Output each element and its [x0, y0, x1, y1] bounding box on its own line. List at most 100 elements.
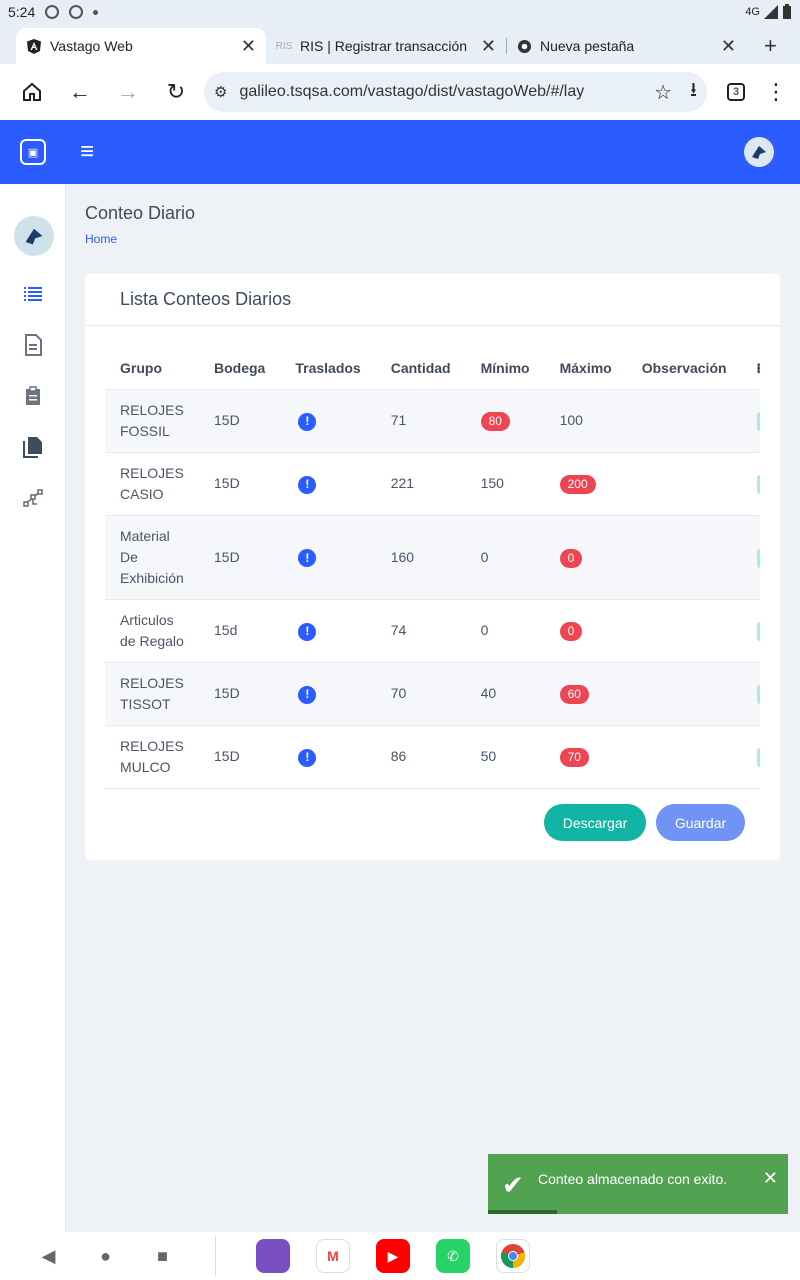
site-settings-icon[interactable]: ⚙ — [214, 84, 228, 101]
cell-grupo: Articulos de Regalo — [105, 599, 199, 663]
cell-estado: V — [741, 389, 760, 453]
header-grupo[interactable]: Grupo — [105, 347, 199, 390]
calendar-app-icon[interactable] — [256, 1239, 290, 1273]
breadcrumb-home[interactable]: Home — [85, 232, 118, 246]
app-logo[interactable]: ▣ — [0, 139, 66, 165]
sidebar-item-clipboard[interactable] — [0, 381, 66, 411]
ris-favicon-icon: RIS — [275, 40, 293, 52]
grupo-text: RELOJES FOSSIL — [120, 401, 184, 439]
minimo-value: 80 — [480, 412, 510, 431]
header-minimo[interactable]: Mínimo — [465, 347, 545, 390]
header-bodega[interactable]: Bodega — [199, 347, 281, 390]
header-observacion[interactable]: Observación — [626, 347, 742, 390]
download-button[interactable]: Descargar — [544, 804, 646, 841]
checkmark-icon: ✔ — [502, 1170, 524, 1200]
more-menu-icon[interactable]: ⋮ — [765, 79, 787, 104]
close-icon[interactable]: ✕ — [762, 1168, 778, 1188]
battery-icon — [783, 4, 791, 19]
close-icon[interactable]: ✕ — [480, 35, 496, 56]
android-nav-bar: ◀ ● ■ M ▶ ✆ — [0, 1232, 800, 1280]
success-toast: ✔ Conteo almacenado con exito. ✕ — [488, 1154, 788, 1214]
table-row[interactable]: RELOJES CASIO 15D! 221 150 200 V — [105, 452, 760, 516]
sidebar-avatar[interactable] — [14, 216, 54, 256]
recents-square-icon[interactable]: ■ — [157, 1245, 168, 1266]
table-container[interactable]: Grupo Bodega Traslados Cantidad Mínimo M… — [105, 347, 760, 789]
gmail-icon[interactable]: M — [316, 1239, 350, 1273]
minimo-value: 50 — [480, 748, 497, 764]
estado-badge: V — [756, 412, 760, 431]
save-button[interactable]: Guardar — [656, 804, 745, 841]
tab-ris[interactable]: RIS RIS | Registrar transacción ✕ — [266, 28, 506, 64]
alert-info-icon[interactable]: ! — [298, 549, 317, 567]
grupo-text: RELOJES MULCO — [120, 737, 184, 775]
close-icon[interactable]: ✕ — [720, 35, 736, 56]
sidebar-item-document[interactable] — [0, 330, 66, 360]
omnibox[interactable]: ⚙ galileo.tsqsa.com/vastago/dist/vastago… — [204, 72, 707, 112]
sidebar — [0, 184, 66, 1232]
cell-minimo: 50 — [465, 725, 545, 789]
url-text[interactable]: galileo.tsqsa.com/vastago/dist/vastagoWe… — [239, 83, 585, 100]
youtube-icon[interactable]: ▶ — [376, 1239, 410, 1273]
cell-cantidad: 71 — [375, 389, 466, 453]
table-row[interactable]: RELOJES MULCO 15D! 86 50 70 V — [105, 725, 760, 789]
grupo-text: Articulos de Regalo — [120, 611, 184, 649]
estado-badge: V — [756, 475, 760, 494]
chrome-icon — [516, 38, 532, 54]
cell-cantidad: 221 — [375, 452, 466, 516]
alert-info-icon[interactable]: ! — [298, 412, 317, 431]
tab-label: RIS | Registrar transacción — [300, 38, 468, 54]
cell-minimo: 80 — [465, 389, 545, 453]
reload-icon[interactable]: ↻ — [166, 79, 186, 104]
cell-maximo: 200 — [544, 452, 627, 516]
cell-traslados: ! — [280, 389, 376, 453]
cell-traslados: ! — [280, 662, 376, 726]
alert-info-icon[interactable]: ! — [298, 475, 317, 494]
table-row[interactable]: Articulos de Regalo 15d! 74 0 0 V — [105, 599, 760, 663]
alert-info-icon[interactable]: ! — [298, 685, 317, 704]
back-arrow-icon[interactable]: ← — [69, 79, 91, 104]
more-notifications-icon — [93, 9, 99, 15]
sidebar-item-chart[interactable] — [0, 483, 66, 513]
close-icon[interactable]: ✕ — [240, 35, 256, 56]
header-maximo[interactable]: Máximo — [544, 347, 627, 390]
cell-cantidad: 160 — [375, 515, 466, 600]
table-row[interactable]: Material De Exhibición 15D! 160 0 0 V — [105, 515, 760, 600]
conteos-card: Lista Conteos Diarios Grupo Bodega Trasl… — [85, 274, 780, 860]
table-row[interactable]: RELOJES FOSSIL 15D! 71 80 100 V — [105, 389, 760, 453]
cell-maximo: 60 — [544, 662, 627, 726]
cell-estado: V — [741, 725, 760, 789]
cell-observacion — [626, 599, 742, 663]
table-header-row: Grupo Bodega Traslados Cantidad Mínimo M… — [105, 347, 760, 390]
sidebar-item-files[interactable] — [0, 432, 66, 462]
new-tab-plus-icon[interactable]: + — [764, 33, 777, 58]
home-circle-icon[interactable]: ● — [100, 1245, 111, 1266]
download-icon[interactable]: ⭳ — [690, 79, 697, 101]
bookmark-star-icon[interactable]: ☆ — [654, 81, 672, 104]
tab-nueva-pestana[interactable]: Nueva pestaña ✕ — [506, 28, 746, 64]
header-estado[interactable]: Es — [741, 347, 760, 390]
chrome-app-icon[interactable] — [496, 1239, 530, 1273]
cell-cantidad: 86 — [375, 725, 466, 789]
table-row[interactable]: RELOJES TISSOT 15D! 70 40 60 V — [105, 662, 760, 726]
tab-count-button[interactable]: 3 — [727, 83, 745, 101]
cell-minimo: 40 — [465, 662, 545, 726]
chrome-notification-icon — [45, 5, 60, 19]
home-icon[interactable] — [8, 68, 56, 116]
header-cantidad[interactable]: Cantidad — [375, 347, 466, 390]
user-avatar[interactable] — [744, 137, 774, 167]
clipboard-icon — [26, 386, 40, 405]
cell-maximo: 0 — [544, 515, 627, 600]
header-traslados[interactable]: Traslados — [280, 347, 376, 390]
alert-info-icon[interactable]: ! — [298, 622, 317, 641]
back-triangle-icon[interactable]: ◀ — [41, 1245, 56, 1266]
tab-vastago-web[interactable]: Vastago Web ✕ — [16, 28, 266, 64]
forward-arrow-icon[interactable]: → — [117, 79, 139, 104]
minimo-value: 40 — [480, 685, 497, 701]
whatsapp-icon[interactable]: ✆ — [436, 1239, 470, 1273]
sidebar-item-list[interactable] — [0, 279, 66, 309]
alert-info-icon[interactable]: ! — [298, 748, 317, 767]
cell-maximo: 0 — [544, 599, 627, 663]
cell-traslados: ! — [280, 725, 376, 789]
hamburger-menu-icon[interactable]: ≡ — [80, 138, 95, 165]
cell-grupo: RELOJES MULCO — [105, 725, 199, 789]
